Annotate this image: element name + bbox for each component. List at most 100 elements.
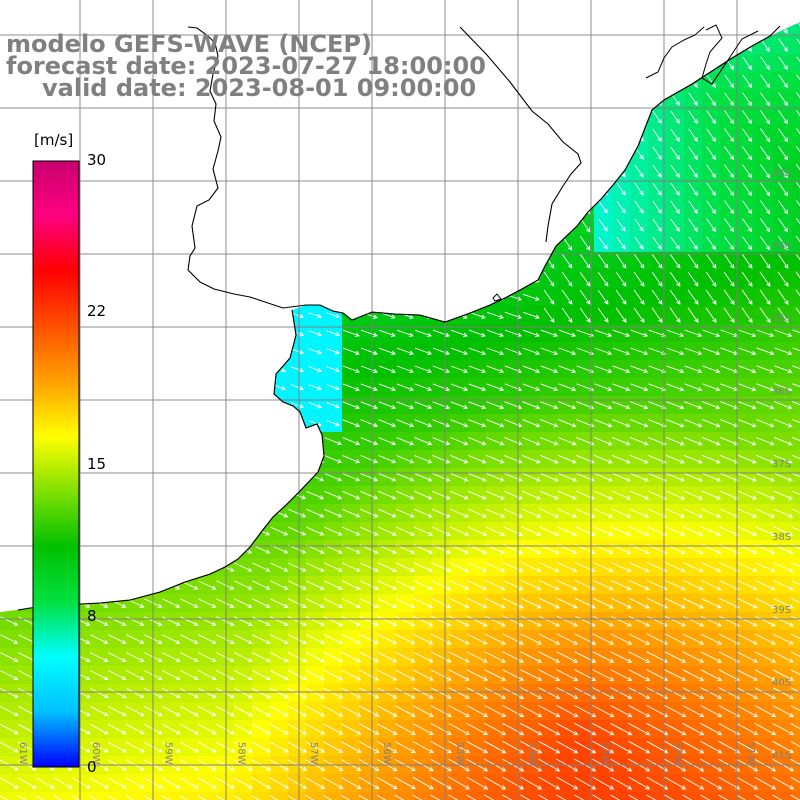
wind-arrow	[706, 110, 716, 125]
wind-arrow	[610, 722, 633, 736]
wind-arrow	[396, 329, 414, 337]
wind-arrow	[376, 723, 398, 735]
wind-arrow	[755, 562, 776, 573]
wind-arrow	[414, 490, 433, 500]
wind-arrow	[342, 383, 360, 392]
wind-arrow	[378, 455, 397, 464]
wind-arrow	[736, 597, 758, 609]
wind-arrow	[652, 182, 662, 196]
wind-arrow	[737, 526, 758, 536]
wind-arrow	[378, 383, 397, 392]
wind-arrow	[628, 615, 650, 627]
wind-arrow	[485, 597, 506, 609]
wind-arrow	[611, 454, 631, 464]
field-cell	[216, 792, 235, 800]
wind-arrow	[737, 472, 757, 482]
wind-arrow	[610, 669, 633, 681]
wind-arrow	[700, 687, 723, 699]
wind-arrow	[0, 634, 19, 644]
wind-arrow	[688, 218, 698, 232]
wind-arrow	[796, 56, 800, 63]
wind-arrow	[270, 580, 289, 590]
wind-arrow	[724, 182, 735, 197]
wind-arrow	[701, 472, 721, 482]
wind-arrow	[305, 705, 326, 717]
wind-arrow	[359, 687, 380, 699]
wind-arrow	[742, 236, 753, 251]
wind-arrow	[502, 651, 525, 663]
wind-arrow	[651, 271, 663, 287]
wind-arrow	[738, 365, 757, 374]
field-cell	[504, 792, 523, 800]
wind-arrow	[520, 722, 543, 736]
wind-arrow	[736, 669, 759, 681]
wind-arrow	[561, 253, 573, 269]
wind-arrow	[777, 253, 789, 269]
wind-arrow	[558, 437, 577, 446]
wind-arrow	[413, 633, 434, 645]
wind-arrow	[394, 705, 416, 717]
wind-arrow	[360, 365, 378, 374]
wind-arrow	[543, 271, 555, 287]
wind-arrow	[125, 688, 145, 699]
wind-arrow	[774, 365, 793, 374]
wind-arrow	[664, 740, 687, 754]
wind-arrow	[395, 580, 416, 591]
wind-arrow	[702, 436, 721, 446]
wind-arrow	[432, 401, 451, 410]
wind-arrow	[504, 401, 523, 410]
wind-arrow	[269, 669, 289, 681]
wind-arrow	[449, 526, 470, 536]
wind-arrow	[467, 562, 488, 573]
wind-arrow	[468, 383, 487, 392]
wind-arrow	[574, 597, 596, 609]
longitude-label: 56W	[381, 742, 392, 765]
field-cell	[792, 594, 800, 613]
field-cell	[540, 792, 559, 800]
wind-arrow	[755, 454, 775, 464]
wind-arrow	[791, 562, 800, 568]
wind-arrow	[216, 616, 235, 626]
wind-arrow	[287, 705, 308, 717]
wind-arrow	[774, 383, 793, 392]
wind-arrow	[701, 508, 722, 518]
wind-arrow	[216, 580, 235, 590]
wind-arrow	[342, 490, 361, 500]
wind-arrow	[450, 365, 469, 374]
wind-arrow	[778, 164, 789, 179]
wind-arrow	[448, 633, 470, 645]
wind-arrow	[359, 598, 380, 609]
wind-arrow	[215, 670, 235, 681]
wind-arrow	[540, 329, 559, 337]
wind-arrow	[738, 419, 757, 428]
wind-arrow	[772, 633, 794, 645]
wind-arrow	[521, 490, 541, 500]
wind-arrow	[720, 436, 739, 446]
wind-arrow	[108, 616, 127, 626]
wind-arrow	[610, 705, 633, 718]
wind-arrow	[682, 687, 705, 699]
wind-arrow	[651, 289, 663, 305]
wind-arrow	[778, 92, 789, 107]
wind-arrow	[741, 289, 753, 305]
wind-arrow	[790, 723, 800, 729]
wind-arrow	[791, 615, 800, 622]
wind-arrow	[610, 740, 633, 754]
wind-arrow	[700, 651, 723, 663]
wind-arrow	[430, 687, 452, 699]
wind-arrow	[706, 236, 716, 251]
wind-arrow	[522, 437, 541, 446]
wind-arrow	[724, 164, 735, 179]
wind-arrow	[742, 56, 752, 70]
wind-arrow	[360, 329, 378, 337]
field-cell	[792, 162, 800, 181]
wind-arrow	[651, 253, 663, 269]
wind-arrow	[612, 365, 631, 374]
field-cell	[792, 360, 800, 379]
wind-arrow	[522, 365, 541, 374]
wind-arrow	[579, 253, 591, 269]
wind-arrow	[306, 526, 325, 536]
wind-arrow	[612, 401, 631, 410]
